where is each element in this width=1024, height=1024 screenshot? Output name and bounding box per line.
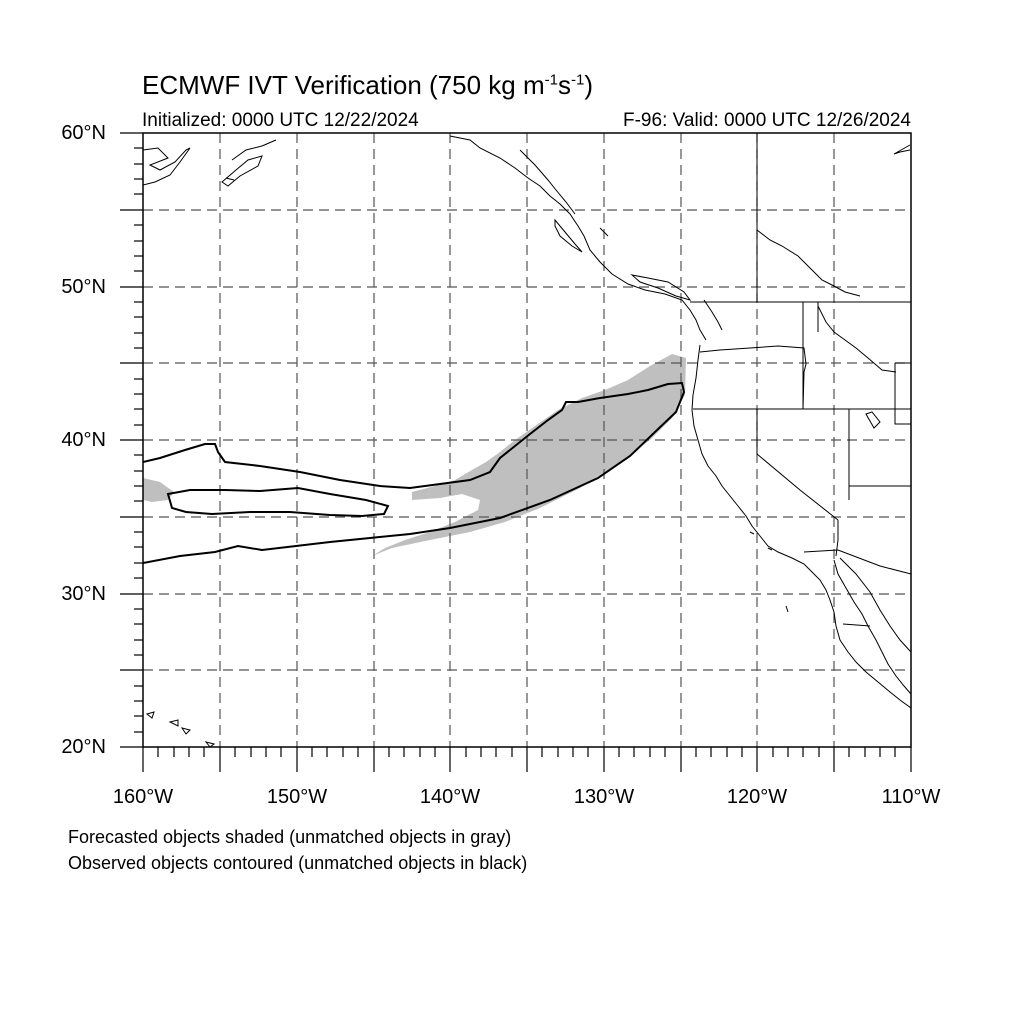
lat-label-40n: 40°N [61,429,106,451]
forecast-legend-note: Forecasted objects shaded (unmatched obj… [68,827,512,847]
observed-west-contour [166,486,390,518]
observed-objects [143,381,686,564]
bc-coast [449,135,707,341]
lon-label-130w: 130°W [573,786,635,808]
coastlines [143,135,911,747]
observed-legend-note: Observed objects contoured (unmatched ob… [68,853,528,873]
lat-label-50n: 50°N [61,276,106,298]
hawaii-islands [145,711,216,747]
us-west-coast [691,344,911,709]
alaska-coast [143,147,191,186]
grid-lines [143,133,911,747]
axis-ticks [120,132,912,772]
init-time-label: Initialized: 0000 UTC 12/22/2024 [142,110,419,131]
forecast-objects [143,354,686,556]
observed-ar-contour [143,381,686,564]
forecast-ar-object [372,354,686,556]
valid-time-label: F-96: Valid: 0000 UTC 12/26/2024 [623,110,911,131]
lon-label-120w: 120°W [726,786,788,808]
lon-label-150w: 150°W [266,786,328,808]
lon-label-160w: 160°W [112,786,174,808]
lon-label-110w: 110°W [881,786,941,808]
forecast-west-object [143,478,174,502]
lat-label-60n: 60°N [61,122,106,144]
lat-label-30n: 30°N [61,583,106,605]
map-title: ECMWF IVT Verification (750 kg m-1s-1) [142,70,593,100]
lat-label-20n: 20°N [61,736,106,758]
lon-label-140w: 140°W [419,786,481,808]
baja-coast [833,559,911,695]
state-borders [690,133,911,627]
